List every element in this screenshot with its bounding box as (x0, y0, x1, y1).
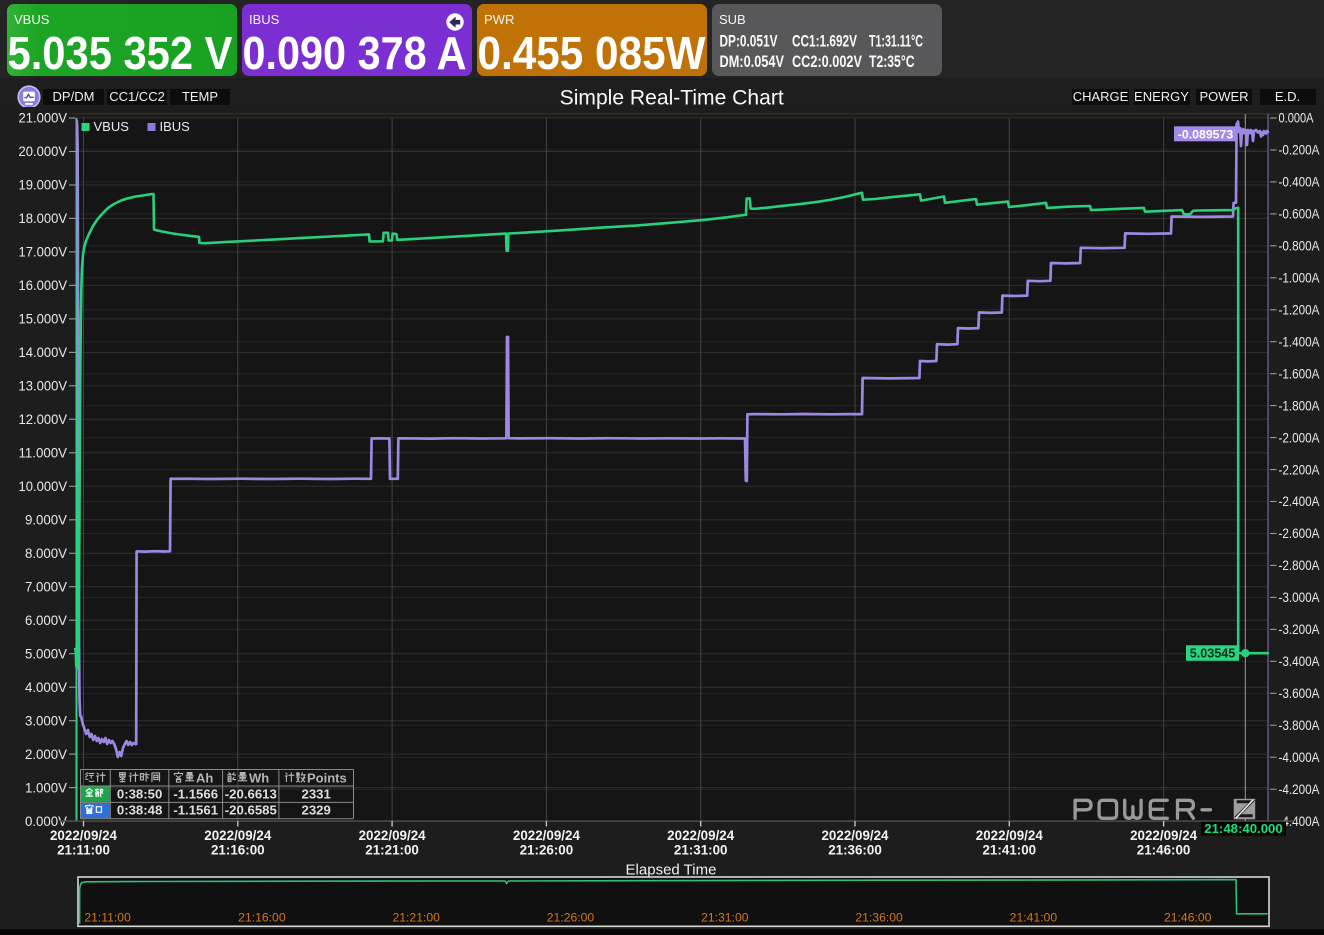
svg-text:CC1:1.692V: CC1:1.692V (792, 32, 857, 51)
svg-text:21:11:00: 21:11:00 (84, 911, 131, 925)
svg-text:-1.600A: -1.600A (1279, 365, 1321, 381)
svg-text:21:46:00: 21:46:00 (1137, 843, 1191, 858)
svg-text:-2.800A: -2.800A (1279, 557, 1321, 573)
svg-text:-2.400A: -2.400A (1279, 493, 1321, 509)
svg-text:-3.000A: -3.000A (1279, 589, 1321, 605)
svg-text:0:38:50: 0:38:50 (117, 786, 162, 801)
svg-text:-20.6613: -20.6613 (225, 786, 277, 801)
svg-text:-1.800A: -1.800A (1279, 397, 1321, 413)
svg-text:2022/09/24: 2022/09/24 (359, 828, 427, 843)
svg-text:19.000V: 19.000V (19, 178, 68, 194)
svg-text:21:26:00: 21:26:00 (547, 911, 595, 925)
svg-text:Wh: Wh (249, 770, 269, 785)
svg-text:-1.1561: -1.1561 (173, 803, 218, 818)
svg-text:Simple Real-Time Chart: Simple Real-Time Chart (560, 87, 784, 110)
svg-text:T1:31.11°C: T1:31.11°C (869, 32, 923, 51)
svg-text:21:21:00: 21:21:00 (392, 911, 440, 925)
svg-text:-1.200A: -1.200A (1279, 302, 1321, 318)
svg-text:CC2:0.002V: CC2:0.002V (792, 52, 862, 71)
svg-text:0:38:48: 0:38:48 (117, 803, 162, 818)
svg-text:-0.200A: -0.200A (1279, 142, 1321, 158)
svg-text:20.000V: 20.000V (19, 144, 68, 160)
svg-text:VBUS: VBUS (94, 119, 130, 134)
svg-text:-2.200A: -2.200A (1279, 461, 1321, 477)
svg-text:2331: 2331 (302, 786, 331, 801)
svg-text:21:26:00: 21:26:00 (520, 843, 574, 858)
svg-text:2022/09/24: 2022/09/24 (204, 828, 272, 843)
svg-text:-2.600A: -2.600A (1279, 525, 1321, 541)
svg-text:-2.000A: -2.000A (1279, 429, 1321, 445)
svg-text:2022/09/24: 2022/09/24 (513, 828, 581, 843)
svg-text:DP:0.051V: DP:0.051V (720, 32, 778, 51)
svg-text:-1.400A: -1.400A (1279, 333, 1321, 349)
svg-text:0.000V: 0.000V (25, 814, 67, 830)
svg-text:Elapsed Time: Elapsed Time (626, 862, 717, 879)
svg-text:-4.400A: -4.400A (1279, 813, 1321, 829)
svg-text:3.000V: 3.000V (25, 713, 67, 729)
svg-text:-3.200A: -3.200A (1279, 621, 1321, 637)
svg-text:14.000V: 14.000V (19, 345, 68, 361)
svg-text:2022/09/24: 2022/09/24 (50, 828, 118, 843)
svg-text:10.000V: 10.000V (19, 479, 68, 495)
svg-text:-1.000A: -1.000A (1279, 270, 1321, 286)
svg-text:T2:35°C: T2:35°C (869, 52, 915, 71)
svg-text:18.000V: 18.000V (19, 211, 68, 227)
svg-text:Points: Points (307, 770, 347, 785)
svg-text:0.090 378 A: 0.090 378 A (243, 27, 467, 79)
svg-text:2022/09/24: 2022/09/24 (667, 828, 735, 843)
svg-text:16.000V: 16.000V (19, 278, 68, 294)
svg-text:21:16:00: 21:16:00 (238, 911, 286, 925)
svg-text:-0.600A: -0.600A (1279, 206, 1321, 222)
svg-text:8.000V: 8.000V (25, 546, 67, 562)
svg-text:2022/09/24: 2022/09/24 (821, 828, 889, 843)
svg-text:21:36:00: 21:36:00 (855, 911, 903, 925)
svg-text:IBUS: IBUS (160, 119, 191, 134)
svg-text:21:21:00: 21:21:00 (365, 843, 419, 858)
svg-text:9.000V: 9.000V (25, 513, 67, 529)
svg-text:2329: 2329 (302, 803, 331, 818)
svg-text:21:41:00: 21:41:00 (982, 843, 1036, 858)
svg-text:-3.800A: -3.800A (1279, 717, 1321, 733)
svg-text:7.000V: 7.000V (25, 579, 67, 595)
svg-text:2022/09/24: 2022/09/24 (976, 828, 1044, 843)
svg-text:6.000V: 6.000V (25, 613, 67, 629)
svg-text:-1.1566: -1.1566 (173, 786, 218, 801)
svg-text:21:16:00: 21:16:00 (211, 843, 265, 858)
svg-text:-20.6585: -20.6585 (225, 803, 277, 818)
svg-text:21:31:00: 21:31:00 (701, 911, 749, 925)
svg-text:12.000V: 12.000V (19, 412, 68, 428)
svg-text:21:41:00: 21:41:00 (1010, 911, 1058, 925)
svg-text:4.000V: 4.000V (25, 680, 67, 696)
svg-text:DM:0.054V: DM:0.054V (720, 52, 785, 71)
svg-text:-0.800A: -0.800A (1279, 238, 1321, 254)
svg-text:-0.400A: -0.400A (1279, 174, 1321, 190)
svg-text:15.000V: 15.000V (19, 312, 68, 328)
svg-text:21:11:00: 21:11:00 (57, 843, 110, 858)
svg-text:2022/09/24: 2022/09/24 (1130, 828, 1198, 843)
svg-text:21:31:00: 21:31:00 (674, 843, 728, 858)
svg-text:-4.000A: -4.000A (1279, 749, 1321, 765)
svg-text:Ah: Ah (196, 770, 213, 785)
svg-text:5.03545: 5.03545 (1190, 647, 1236, 661)
svg-text:5.000V: 5.000V (25, 646, 67, 662)
svg-text:0.455 085W: 0.455 085W (478, 27, 706, 79)
svg-text:13.000V: 13.000V (19, 379, 68, 395)
svg-text:-0.089573: -0.089573 (1178, 127, 1234, 141)
svg-text:11.000V: 11.000V (19, 446, 68, 462)
svg-text:21:46:00: 21:46:00 (1164, 911, 1212, 925)
svg-text:21.000V: 21.000V (19, 111, 68, 127)
svg-text:-3.400A: -3.400A (1279, 653, 1321, 669)
svg-text:1.000V: 1.000V (25, 780, 67, 796)
svg-text:17.000V: 17.000V (19, 245, 68, 261)
svg-text:21:48:40.000: 21:48:40.000 (1204, 821, 1282, 836)
svg-text:0.000A: 0.000A (1279, 110, 1315, 126)
svg-text:-3.600A: -3.600A (1279, 685, 1321, 701)
svg-text:5.035 352 V: 5.035 352 V (8, 27, 233, 79)
svg-text:21:36:00: 21:36:00 (828, 843, 882, 858)
svg-text:2.000V: 2.000V (25, 747, 67, 763)
svg-text:-4.200A: -4.200A (1279, 781, 1321, 797)
